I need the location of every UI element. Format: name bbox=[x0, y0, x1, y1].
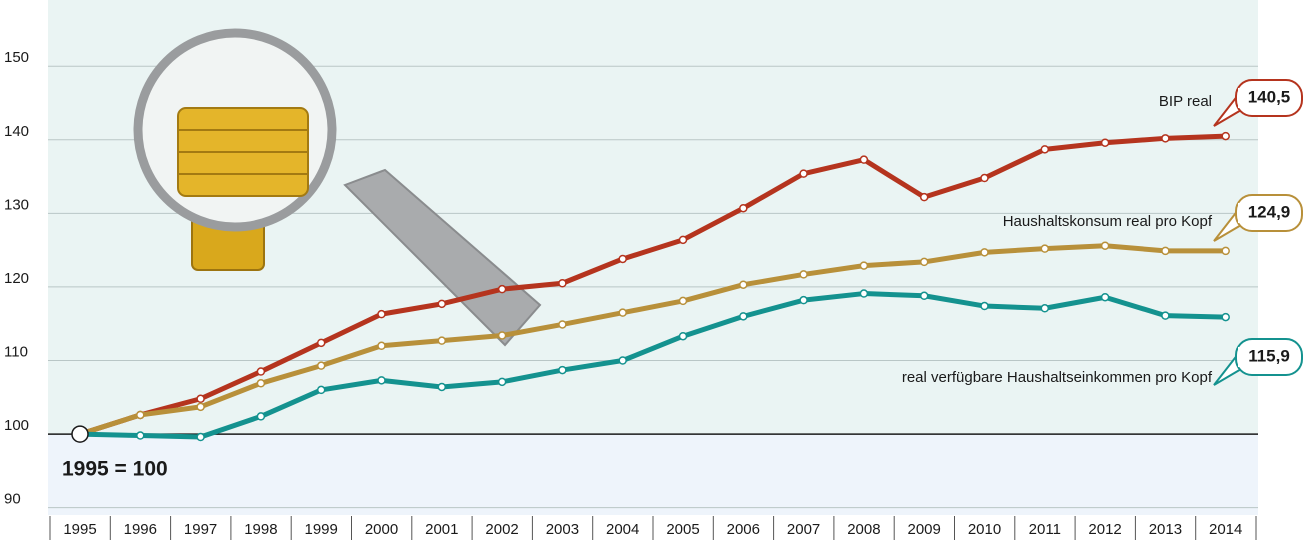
x-tick-label: 1997 bbox=[184, 521, 217, 538]
data-point bbox=[197, 403, 204, 410]
x-tick-label: 1996 bbox=[124, 521, 157, 538]
data-point bbox=[378, 311, 385, 318]
data-point bbox=[860, 262, 867, 269]
x-tick-label: 2012 bbox=[1088, 521, 1121, 538]
data-point bbox=[619, 357, 626, 364]
data-point bbox=[559, 321, 566, 328]
base-annotation: 1995 = 100 bbox=[62, 458, 168, 481]
data-point bbox=[1162, 312, 1169, 319]
data-point bbox=[740, 313, 747, 320]
data-point bbox=[137, 432, 144, 439]
data-point bbox=[680, 333, 687, 340]
data-point bbox=[378, 342, 385, 349]
x-tick-label: 2007 bbox=[787, 521, 820, 538]
x-tick-label: 2000 bbox=[365, 521, 398, 538]
data-point bbox=[1222, 247, 1229, 254]
data-point bbox=[1041, 146, 1048, 153]
data-point bbox=[619, 255, 626, 262]
x-tick-label: 2002 bbox=[485, 521, 518, 538]
data-point bbox=[981, 303, 988, 310]
data-point bbox=[499, 286, 506, 293]
data-point bbox=[921, 292, 928, 299]
data-point bbox=[559, 280, 566, 287]
chart: 90 100 110 120 130 140 150 1995 1996 1997 1998 1999… bbox=[0, 0, 1308, 548]
data-point bbox=[1102, 139, 1109, 146]
data-point bbox=[680, 236, 687, 243]
y-tick-label: 120 bbox=[4, 270, 29, 287]
data-point bbox=[800, 297, 807, 304]
data-point bbox=[1102, 294, 1109, 301]
data-point bbox=[981, 175, 988, 182]
data-point bbox=[921, 258, 928, 265]
data-point bbox=[1041, 305, 1048, 312]
y-tick-label: 100 bbox=[4, 417, 29, 434]
data-point bbox=[740, 281, 747, 288]
data-point bbox=[318, 339, 325, 346]
data-point bbox=[1222, 314, 1229, 321]
y-tick-label: 90 bbox=[4, 491, 21, 508]
x-tick-label: 1998 bbox=[244, 521, 277, 538]
data-point bbox=[740, 205, 747, 212]
data-point bbox=[438, 383, 445, 390]
data-point bbox=[1162, 135, 1169, 142]
series-label: BIP real bbox=[1159, 93, 1212, 110]
data-point bbox=[860, 290, 867, 297]
data-point bbox=[680, 297, 687, 304]
data-point bbox=[197, 434, 204, 441]
x-tick-label: 1995 bbox=[63, 521, 96, 538]
x-tick-label: 2004 bbox=[606, 521, 639, 538]
series-label: real verfügbare Haushaltseinkommen pro K… bbox=[902, 369, 1213, 386]
data-point bbox=[619, 309, 626, 316]
data-point bbox=[1102, 242, 1109, 249]
y-tick-label: 150 bbox=[4, 49, 29, 66]
x-tick-label: 2013 bbox=[1149, 521, 1182, 538]
x-tick-label: 2001 bbox=[425, 521, 458, 538]
data-point bbox=[499, 332, 506, 339]
data-point bbox=[499, 378, 506, 385]
y-tick-label: 110 bbox=[4, 343, 28, 360]
data-point bbox=[800, 271, 807, 278]
data-point bbox=[1041, 245, 1048, 252]
data-point bbox=[257, 380, 264, 387]
x-tick-label: 1999 bbox=[305, 521, 338, 538]
data-point bbox=[318, 386, 325, 393]
x-tick-label: 2010 bbox=[968, 521, 1001, 538]
data-point bbox=[318, 362, 325, 369]
data-point bbox=[800, 170, 807, 177]
data-point bbox=[921, 194, 928, 201]
value-label: 115,9 bbox=[1248, 346, 1290, 365]
data-point bbox=[559, 367, 566, 374]
data-point bbox=[438, 337, 445, 344]
data-point bbox=[438, 300, 445, 307]
data-point bbox=[1222, 133, 1229, 140]
base-point bbox=[72, 426, 88, 442]
data-point bbox=[981, 249, 988, 256]
x-tick-label: 2008 bbox=[847, 521, 880, 538]
data-point bbox=[197, 395, 204, 402]
data-point bbox=[378, 377, 385, 384]
data-point bbox=[1162, 247, 1169, 254]
data-point bbox=[137, 411, 144, 418]
x-tick-label: 2014 bbox=[1209, 521, 1242, 538]
x-tick-label: 2005 bbox=[666, 521, 699, 538]
value-label: 124,9 bbox=[1248, 202, 1291, 221]
y-tick-label: 140 bbox=[4, 123, 29, 140]
x-tick-label: 2009 bbox=[908, 521, 941, 538]
data-point bbox=[257, 368, 264, 375]
data-point bbox=[257, 413, 264, 420]
x-tick-label: 2006 bbox=[727, 521, 760, 538]
x-tick-label: 2011 bbox=[1029, 521, 1061, 538]
value-label: 140,5 bbox=[1248, 87, 1291, 106]
data-point bbox=[860, 156, 867, 163]
x-tick-label: 2003 bbox=[546, 521, 579, 538]
series-label: Haushaltskonsum real pro Kopf bbox=[1003, 213, 1213, 230]
lower-background bbox=[48, 434, 1258, 515]
y-tick-label: 130 bbox=[4, 196, 29, 213]
